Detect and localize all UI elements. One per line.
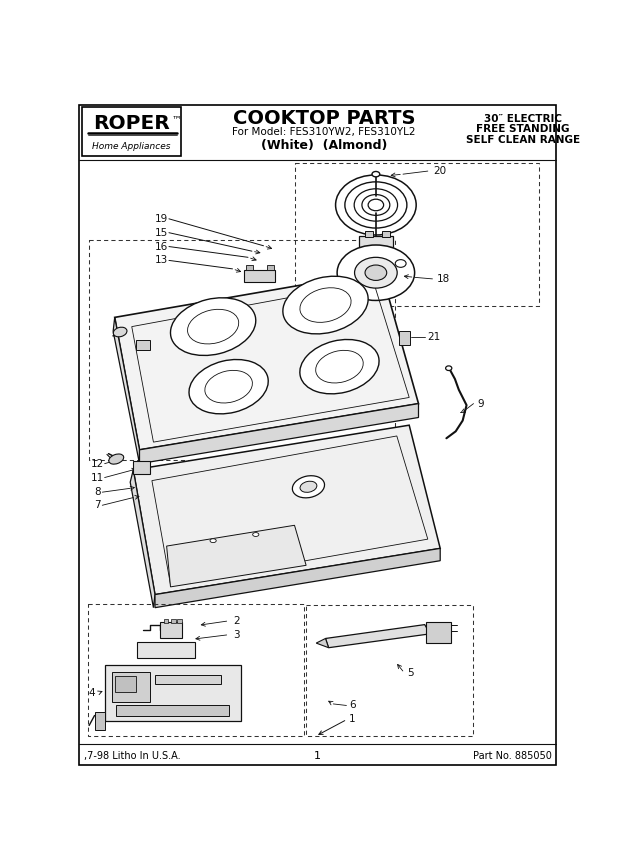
Ellipse shape: [253, 533, 259, 536]
Bar: [164, 619, 168, 623]
Bar: [427, 622, 451, 643]
Text: For Model: FES310YW2, FES310YL2: For Model: FES310YW2, FES310YL2: [232, 127, 415, 137]
Bar: [244, 269, 275, 282]
Bar: [177, 619, 182, 623]
Bar: [294, 164, 539, 306]
Text: 30″ ELECTRIC: 30″ ELECTRIC: [484, 114, 562, 124]
Ellipse shape: [293, 476, 324, 498]
Text: 11: 11: [91, 473, 104, 482]
Ellipse shape: [372, 171, 379, 177]
Polygon shape: [133, 425, 440, 595]
Bar: [105, 666, 241, 721]
Bar: [137, 642, 195, 658]
Text: ™: ™: [171, 115, 181, 124]
Bar: [82, 107, 182, 157]
Text: COOKTOP PARTS: COOKTOP PARTS: [232, 109, 415, 128]
Ellipse shape: [355, 257, 397, 288]
Text: 1: 1: [349, 715, 356, 724]
Text: Home Appliances: Home Appliances: [92, 142, 171, 151]
Text: 2: 2: [233, 616, 240, 626]
Ellipse shape: [396, 260, 406, 267]
Bar: [171, 619, 176, 623]
Text: 1: 1: [314, 751, 321, 760]
Ellipse shape: [189, 360, 268, 414]
Bar: [89, 240, 396, 460]
Bar: [112, 672, 150, 703]
Text: ,7-98 Litho In U.S.A.: ,7-98 Litho In U.S.A.: [84, 751, 180, 760]
Bar: [382, 231, 390, 238]
Text: 9: 9: [477, 399, 484, 409]
Polygon shape: [115, 271, 418, 449]
Polygon shape: [326, 624, 430, 647]
Text: (White)  (Almond): (White) (Almond): [261, 139, 387, 152]
Bar: [117, 705, 229, 716]
Text: Part No. 885050: Part No. 885050: [473, 751, 552, 760]
Polygon shape: [130, 470, 155, 608]
Text: 6: 6: [349, 701, 356, 710]
Ellipse shape: [446, 366, 452, 370]
Ellipse shape: [365, 265, 387, 281]
Polygon shape: [316, 639, 329, 647]
Ellipse shape: [113, 327, 127, 337]
Text: FREE STANDING: FREE STANDING: [476, 125, 570, 134]
Ellipse shape: [210, 539, 216, 542]
Ellipse shape: [300, 481, 317, 492]
Bar: [133, 461, 151, 474]
Polygon shape: [155, 548, 440, 608]
Text: SELF CLEAN RANGE: SELF CLEAN RANGE: [466, 135, 580, 146]
Bar: [365, 231, 373, 238]
Bar: [94, 712, 105, 730]
Text: 16: 16: [154, 242, 168, 251]
Bar: [399, 331, 410, 345]
Text: 13: 13: [154, 256, 168, 265]
Bar: [88, 604, 304, 736]
Ellipse shape: [300, 339, 379, 393]
Bar: [136, 340, 149, 350]
Text: 5: 5: [407, 668, 414, 678]
Text: 19: 19: [154, 214, 168, 224]
Ellipse shape: [108, 454, 124, 464]
Text: 18: 18: [436, 274, 450, 284]
Text: 4: 4: [88, 688, 95, 698]
Polygon shape: [140, 404, 419, 464]
Bar: [155, 675, 221, 684]
Ellipse shape: [337, 245, 415, 300]
Text: 20: 20: [433, 166, 446, 177]
Bar: [115, 676, 136, 691]
Text: 7: 7: [94, 500, 101, 511]
Text: 3: 3: [233, 629, 240, 640]
Text: 15: 15: [154, 227, 168, 238]
Text: 21: 21: [427, 331, 441, 342]
Text: 8: 8: [94, 487, 101, 497]
Ellipse shape: [170, 298, 256, 356]
Ellipse shape: [283, 276, 368, 334]
Bar: [267, 265, 275, 270]
Bar: [246, 265, 253, 270]
Text: 12: 12: [91, 459, 104, 468]
Bar: [306, 605, 472, 736]
Bar: [161, 623, 182, 638]
Polygon shape: [113, 318, 140, 464]
Polygon shape: [167, 525, 306, 587]
Bar: [359, 236, 393, 246]
Text: ROPER: ROPER: [94, 114, 170, 133]
